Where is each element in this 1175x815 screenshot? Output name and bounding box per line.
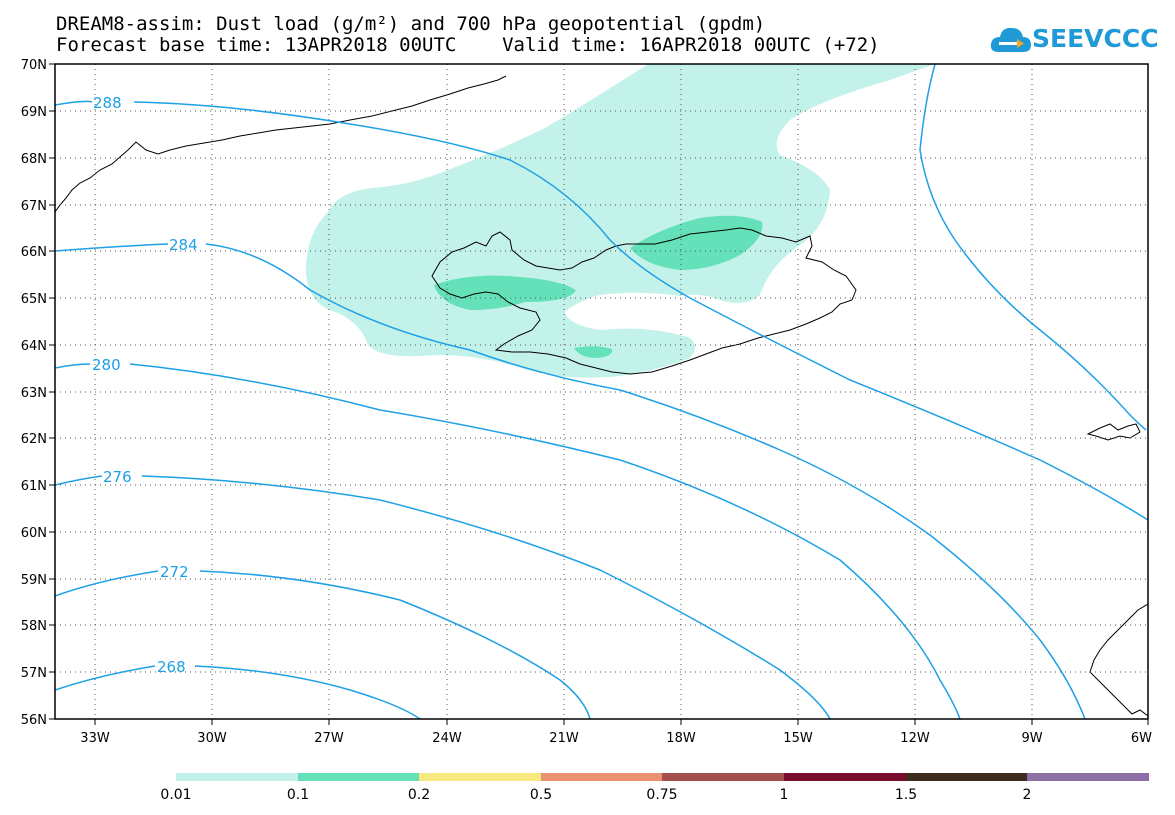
- colorbar-label: 1: [780, 787, 789, 803]
- lon-label: 18W: [666, 731, 696, 746]
- map-subtitle: Forecast base time: 13APR2018 00UTC Vali…: [56, 34, 880, 56]
- contour-284: [55, 243, 1086, 719]
- contour-276: [55, 475, 831, 719]
- grid-layer: [55, 64, 1148, 719]
- tick-layer: [49, 63, 1149, 725]
- lon-label: 9W: [1021, 731, 1042, 746]
- lat-label: 58N: [21, 619, 47, 634]
- faroe-islands-coast: [1086, 423, 1141, 441]
- seevccc-logo: SEEVCCC: [990, 22, 1159, 56]
- lon-label: 24W: [432, 731, 462, 746]
- lon-label: 30W: [197, 731, 227, 746]
- lat-label: 57N: [21, 666, 47, 681]
- lat-label: 67N: [21, 199, 47, 214]
- lon-label: 6W: [1131, 731, 1152, 746]
- greenland-coast: [55, 75, 507, 213]
- map-title: DREAM8-assim: Dust load (g/m²) and 700 h…: [56, 13, 766, 35]
- lon-label: 15W: [783, 731, 813, 746]
- colorbar-label: 0.1: [287, 787, 309, 803]
- colorbar-swatch: [176, 773, 298, 781]
- colorbar-label: 2: [1023, 787, 1032, 803]
- lat-label: 60N: [21, 526, 47, 541]
- colorbar-label: 0.01: [160, 787, 191, 803]
- lat-label: 63N: [21, 386, 47, 401]
- cloud-icon: [990, 27, 1031, 52]
- iceland-coast: [431, 227, 857, 375]
- lon-label: 33W: [80, 731, 110, 746]
- contour-label-268: 268: [157, 658, 186, 676]
- contour-label-288: 288: [93, 94, 122, 112]
- contour-288-north: [919, 64, 1147, 431]
- colorbar-label: 0.2: [408, 787, 430, 803]
- colorbar-swatch: [784, 773, 906, 781]
- contour-label-276: 276: [103, 468, 132, 486]
- colorbar-swatch: [298, 773, 419, 781]
- lat-label: 59N: [21, 573, 47, 588]
- lon-label: 21W: [549, 731, 579, 746]
- dust-area-medium-south: [574, 346, 613, 358]
- lon-label: 12W: [900, 731, 930, 746]
- dust-area-medium-west: [434, 275, 576, 310]
- contour-288: [55, 100, 1148, 521]
- contour-label-280: 280: [92, 356, 121, 374]
- colorbar-swatch: [541, 773, 662, 781]
- colorbar-swatch: [662, 773, 784, 781]
- colorbar-label: 1.5: [895, 787, 917, 803]
- contour-layer: [55, 64, 1148, 719]
- lat-label: 62N: [21, 432, 47, 447]
- lat-label: 69N: [21, 105, 47, 120]
- contour-label-272: 272: [160, 563, 189, 581]
- lat-label: 66N: [21, 245, 47, 260]
- lat-label: 70N: [21, 58, 47, 73]
- colorbar-label: 0.75: [646, 787, 677, 803]
- lon-label: 27W: [314, 731, 344, 746]
- colorbar-swatch: [906, 773, 1027, 781]
- lat-label: 65N: [21, 292, 47, 307]
- colorbar: [176, 773, 1149, 781]
- colorbar-swatch: [1027, 773, 1149, 781]
- lat-label: 68N: [21, 152, 47, 167]
- contour-268: [55, 665, 421, 719]
- lat-label: 61N: [21, 479, 47, 494]
- scotland-coast: [1089, 603, 1148, 717]
- dust-layer: [305, 64, 935, 378]
- colorbar-swatch: [419, 773, 541, 781]
- lat-label: 56N: [21, 713, 47, 728]
- contour-280: [55, 363, 961, 719]
- lat-label: 64N: [21, 339, 47, 354]
- logo-text: SEEVCCC: [1032, 24, 1159, 53]
- colorbar-label: 0.5: [530, 787, 552, 803]
- contour-label-284: 284: [169, 236, 198, 254]
- contour-272: [55, 570, 591, 719]
